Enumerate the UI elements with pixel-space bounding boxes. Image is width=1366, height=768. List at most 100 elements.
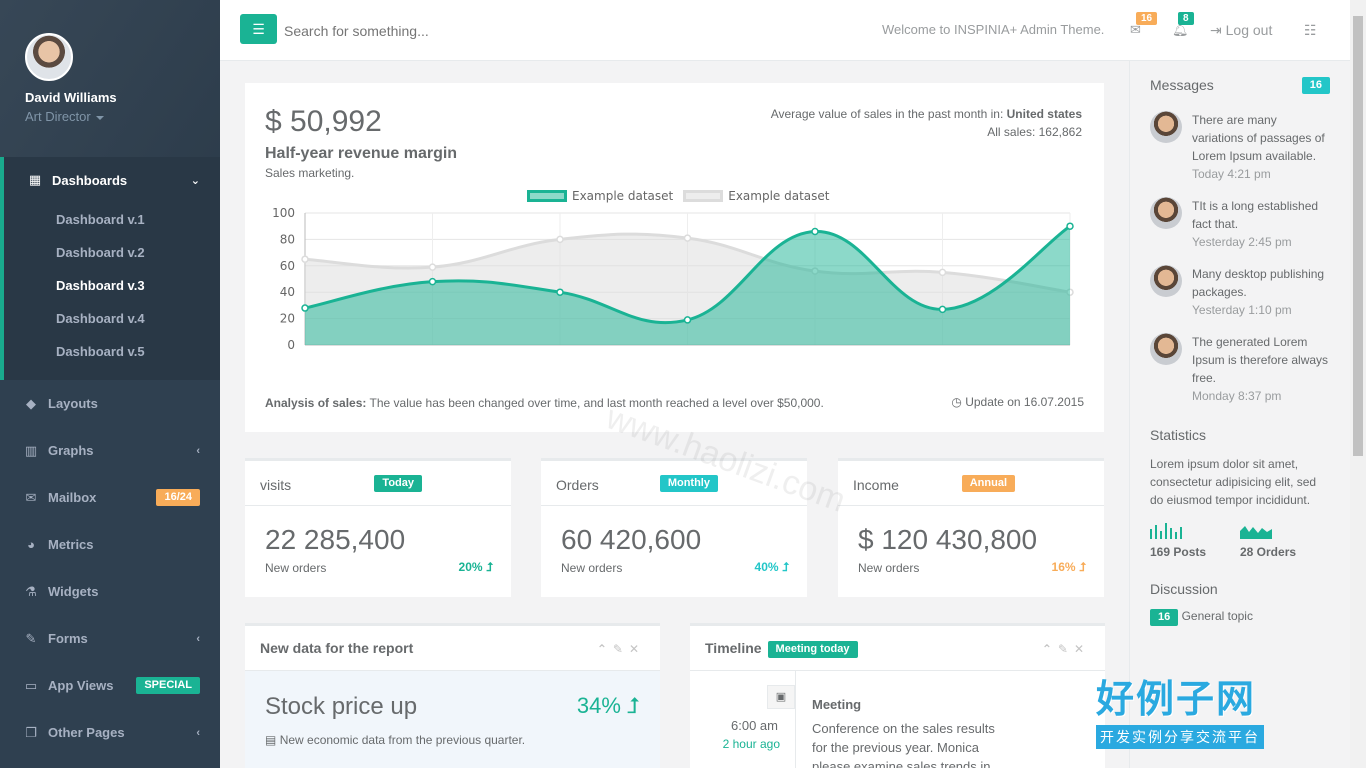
message-item[interactable]: There are many variations of passages of… (1150, 111, 1330, 183)
stat-percent: 20% ⮥ (459, 560, 493, 575)
chevron-down-icon: ⌄ (190, 174, 200, 187)
messages-badge: 16 (1301, 77, 1330, 94)
notifications-button[interactable]: 🔔︎ 8 (1172, 12, 1194, 38)
stat-title: Orders (556, 477, 599, 493)
data-point (301, 255, 309, 263)
chevron-left-icon: ‹ (196, 444, 200, 457)
messages-button[interactable]: ✉ 16 (1130, 12, 1158, 38)
avatar (1150, 197, 1182, 229)
page-scrollbar[interactable] (1350, 0, 1366, 768)
sidebar-item-forms[interactable]: ✎ Forms ‹ (0, 615, 220, 662)
chart-subtitle: Sales marketing. (265, 166, 355, 180)
message-time: Monday 8:37 pm (1192, 389, 1282, 403)
clock-icon: ◷ (951, 395, 962, 409)
data-point (556, 235, 564, 244)
sidebar-item-label: App Views (48, 678, 114, 693)
sidebar-subitem-dashboard-v1[interactable]: Dashboard v.1 (56, 212, 145, 227)
sidebar-item-layouts[interactable]: ◆ Layouts (0, 380, 220, 427)
watermark-logo-big: 好例子网 (1096, 679, 1257, 721)
discussion-title: Discussion (1150, 581, 1218, 597)
sidebar-item-graphs[interactable]: ▥ Graphs ‹ (0, 427, 220, 474)
legend-label: Example dataset (728, 189, 830, 203)
stat-percent: 16% ⮥ (1052, 560, 1086, 575)
stat-percent-value: 40% (754, 560, 779, 574)
stat-sub: New orders (265, 561, 327, 575)
menu-toggle-button[interactable]: ☰ (240, 14, 277, 44)
sidebar-item-widgets[interactable]: ⚗ Widgets (0, 568, 220, 615)
sidebar-item-other-pages[interactable]: ❐ Other Pages ‹ (0, 709, 220, 756)
diamond-icon: ◆ (26, 395, 36, 411)
profile-role-label: Art Director (25, 109, 91, 124)
sidebar-item-metrics[interactable]: ◕ Metrics (0, 521, 220, 568)
discussion-topic: General topic (1181, 609, 1253, 623)
scrollbar-thumb[interactable] (1353, 16, 1363, 456)
message-item[interactable]: TIt is a long established fact that. Yest… (1150, 197, 1330, 251)
analysis-text: Analysis of sales: The value has been ch… (265, 396, 824, 410)
line-chart[interactable]: 020406080100JanuaryFebruaryMarchAprilMay… (245, 203, 1104, 353)
close-icon[interactable]: ✕ (628, 642, 645, 656)
sidebar-subitem-dashboard-v4[interactable]: Dashboard v.4 (56, 311, 145, 326)
th-large-icon: ▦ (28, 172, 42, 187)
avatar[interactable] (25, 33, 73, 81)
orders-stat: 28 Orders (1240, 523, 1330, 559)
notifications-count: 8 (1178, 12, 1194, 25)
chevron-up-icon[interactable]: ⌃ (1041, 642, 1058, 656)
search-input[interactable] (284, 18, 664, 44)
chevron-left-icon: ‹ (196, 726, 200, 739)
revenue-chart-panel: $ 50,992 Half-year revenue margin Sales … (245, 83, 1104, 432)
messages-title: Messages (1150, 77, 1214, 93)
legend-swatch (683, 190, 724, 202)
stat-sub: New orders (858, 561, 920, 575)
y-tick-label: 60 (280, 259, 295, 273)
y-tick-label: 40 (280, 285, 295, 299)
report-title: New data for the report (260, 640, 414, 656)
message-item[interactable]: The generated Lorem Ipsum is therefore a… (1150, 333, 1330, 405)
pie-chart-icon: ◕ (27, 537, 35, 552)
message-time: Yesterday 1:10 pm (1192, 303, 1292, 317)
stat-box-orders: Orders Monthly 60 420,600 New orders 40% … (541, 458, 807, 597)
timeline-line (795, 671, 796, 768)
bars-icon: ☰ (252, 21, 265, 37)
sidebar-item-label: Other Pages (48, 725, 125, 740)
update-date: ◷ Update on 16.07.2015 (951, 395, 1084, 409)
desktop-icon: ▭ (24, 677, 38, 693)
y-tick-label: 0 (287, 338, 295, 352)
right-sidebar-toggle[interactable]: ☷ (1304, 22, 1317, 39)
data-point (556, 288, 564, 296)
chart-title: Half-year revenue margin (265, 145, 458, 162)
ibox-tools: ⌃✎✕ (597, 642, 645, 656)
sidebar-item-app-views[interactable]: ▭ App Views SPECIAL (0, 662, 220, 709)
message-item[interactable]: Many desktop publishing packages. Yesterd… (1150, 265, 1330, 319)
chevron-up-icon[interactable]: ⌃ (596, 642, 613, 656)
top-navbar: ☰ Welcome to INSPINIA+ Admin Theme. ✉ 16… (220, 0, 1350, 61)
report-sub-text: New economic data from the previous quar… (279, 733, 526, 747)
posts-bar-sparkline (1150, 523, 1182, 539)
avatar (1150, 265, 1182, 297)
sidebar-item-mailbox[interactable]: ✉ Mailbox 16/24 (0, 474, 220, 521)
legend-item-2[interactable]: Example dataset (683, 189, 830, 203)
sidebar-subitem-dashboard-v2[interactable]: Dashboard v.2 (56, 245, 145, 260)
profile-role-dropdown[interactable]: Art Director (25, 109, 195, 124)
wrench-icon[interactable]: ✎ (1057, 642, 1074, 656)
sidebar-item-label: Forms (48, 631, 88, 646)
message-text: The generated Lorem Ipsum is therefore a… (1192, 335, 1329, 385)
logout-label: Log out (1225, 22, 1273, 38)
right-sidebar: Messages 16 There are many variations of … (1129, 61, 1350, 768)
sidebar-item-dashboards[interactable]: ▦ Dashboards ⌄ (4, 157, 220, 203)
stat-box-income: Income Annual $ 120 430,800 New orders 16… (838, 458, 1104, 597)
timeline-ago: 2 hour ago (722, 737, 780, 751)
nav-group-dashboards: ▦ Dashboards ⌄ Dashboard v.1 Dashboard v… (0, 157, 220, 380)
wrench-icon[interactable]: ✎ (612, 642, 629, 656)
sidebar-subitem-dashboard-v3[interactable]: Dashboard v.3 (56, 278, 145, 293)
sidebar-item-label: Mailbox (48, 490, 97, 505)
discussion-item[interactable]: 16 General topic (1150, 609, 1330, 626)
report-headline: Stock price up (265, 693, 418, 720)
logout-link[interactable]: ⇥ Log out (1210, 22, 1272, 39)
legend-item-1[interactable]: Example dataset (527, 189, 673, 203)
caret-down-icon (95, 115, 104, 120)
close-icon[interactable]: ✕ (1073, 642, 1090, 656)
files-icon: ❐ (25, 724, 37, 740)
sidebar-subitem-dashboard-v5[interactable]: Dashboard v.5 (56, 344, 145, 359)
data-point (428, 277, 437, 286)
briefcase-icon: ▣ (767, 685, 795, 709)
